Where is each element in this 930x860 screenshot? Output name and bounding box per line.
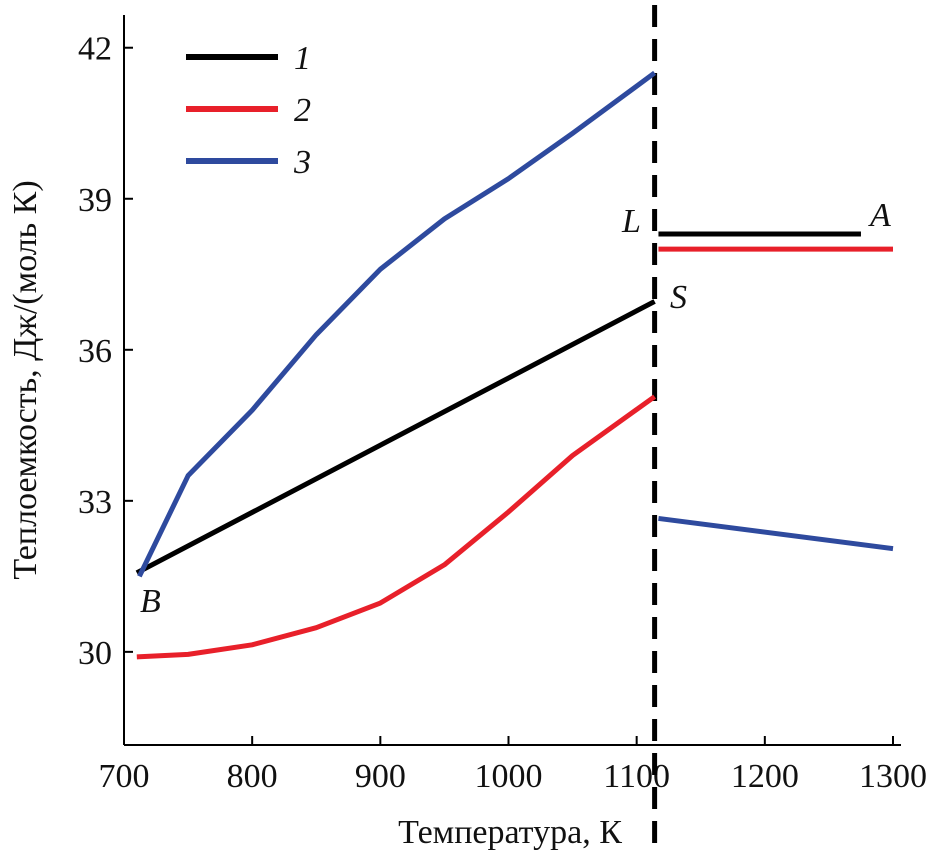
annotation: S (670, 279, 687, 316)
y-tick-label: 33 (78, 484, 112, 521)
x-tick-label: 1300 (859, 758, 927, 795)
series-line (136, 246, 893, 660)
x-axis-title: Температура, К (398, 814, 622, 851)
x-tick-label: 1100 (603, 758, 670, 795)
x-tick-label: 1200 (731, 758, 799, 795)
series-line (135, 231, 861, 576)
x-tick-label: 800 (227, 758, 278, 795)
legend-label: 3 (293, 144, 311, 181)
y-tick-label: 42 (78, 31, 112, 68)
annotation: L (621, 203, 641, 240)
y-tick-label: 36 (78, 333, 112, 370)
x-tick-label: 1000 (475, 758, 543, 795)
x-tick-label: 900 (355, 758, 406, 795)
annotation: A (868, 197, 891, 234)
legend-label: 1 (294, 40, 311, 77)
y-axis-title: Теплоемкость, Дж/(моль К) (7, 180, 44, 579)
series-line (137, 70, 894, 578)
annotation: B (140, 583, 161, 620)
legend-label: 2 (294, 92, 311, 129)
y-tick-label: 30 (78, 635, 112, 672)
y-tick-label: 39 (78, 182, 112, 219)
x-tick-label: 700 (99, 758, 150, 795)
